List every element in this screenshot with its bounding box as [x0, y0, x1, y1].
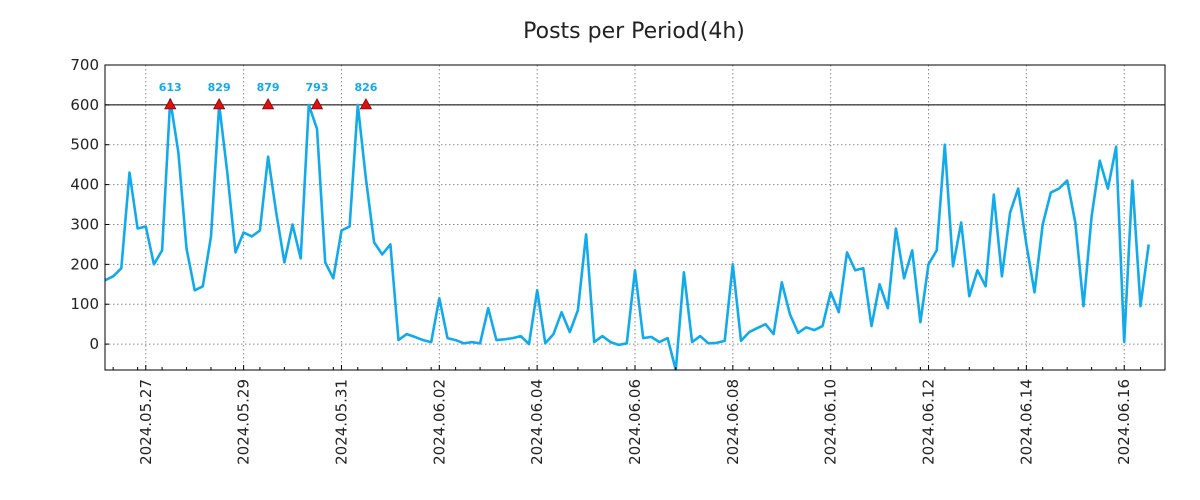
- x-tick-label: 2024.06.16: [1115, 379, 1133, 465]
- y-tick-label: 100: [70, 295, 99, 313]
- x-tick-label: 2024.06.04: [528, 379, 546, 465]
- y-tick-label: 700: [70, 56, 99, 74]
- peak-label: 613: [159, 81, 182, 94]
- y-tick-label: 300: [70, 215, 99, 233]
- y-tick-label: 400: [70, 176, 99, 194]
- y-axis-ticks: 0 100 200 300 400 500 600 700: [70, 56, 109, 353]
- x-tick-label: 2024.06.06: [626, 379, 644, 465]
- grid: [105, 64, 1165, 370]
- peak-marker: [261, 98, 275, 110]
- series-line: [105, 98, 1150, 370]
- x-tick-label: 2024.05.27: [137, 379, 155, 465]
- peak-label: 793: [306, 81, 329, 94]
- x-tick-label: 2024.05.31: [332, 379, 350, 465]
- peak-markers: 613 829 879 793 826: [159, 81, 378, 110]
- x-tick-label: 2024.06.12: [920, 379, 938, 465]
- peak-label: 826: [354, 81, 377, 94]
- peak-label: 829: [208, 81, 231, 94]
- x-tick-label: 2024.06.08: [724, 379, 742, 465]
- peak-label: 879: [257, 81, 280, 94]
- y-tick-label: 0: [89, 335, 99, 353]
- y-tick-label: 200: [70, 255, 99, 273]
- y-tick-label: 600: [70, 96, 99, 114]
- peak-marker: [310, 98, 324, 110]
- x-axis-ticks: 2024.05.27 2024.05.29 2024.05.31 2024.06.02…: [112, 365, 1142, 465]
- peak-marker: [212, 98, 226, 110]
- y-tick-label: 500: [70, 136, 99, 154]
- peak-marker: [164, 98, 177, 110]
- x-tick-label: 2024.06.02: [430, 379, 448, 465]
- x-tick-label: 2024.06.14: [1017, 379, 1035, 465]
- peak-marker: [359, 98, 373, 110]
- x-tick-label: 2024.06.10: [822, 379, 840, 465]
- series-group: [105, 98, 1150, 370]
- x-tick-label: 2024.05.29: [235, 379, 253, 465]
- chart-title: Posts per Period(4h): [523, 19, 745, 44]
